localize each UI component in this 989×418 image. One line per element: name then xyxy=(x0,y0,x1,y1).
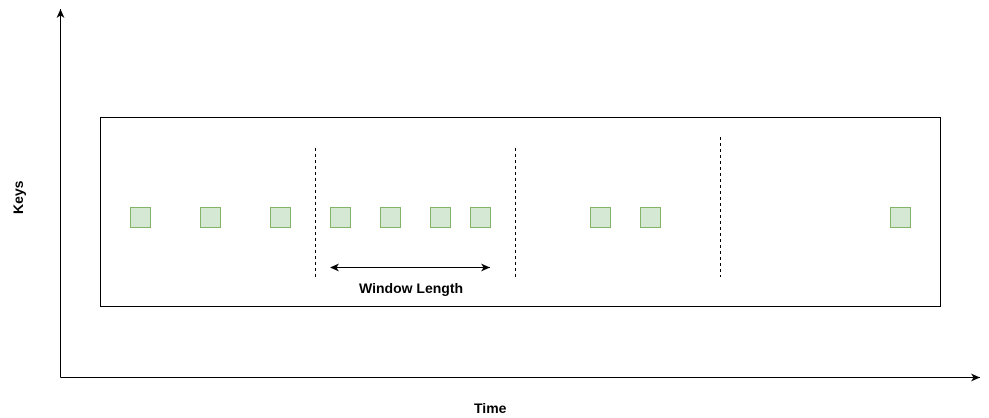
event-box xyxy=(130,207,151,228)
event-box xyxy=(430,207,451,228)
event-box xyxy=(640,207,661,228)
event-box xyxy=(270,207,291,228)
event-box xyxy=(330,207,351,228)
events-group xyxy=(130,207,911,228)
stream-container xyxy=(100,117,941,307)
event-box xyxy=(380,207,401,228)
event-box xyxy=(890,207,911,228)
event-box xyxy=(200,207,221,228)
window-length-label: Window Length xyxy=(359,280,464,296)
y-axis-label: Keys xyxy=(10,180,26,214)
x-axis-label: Time xyxy=(474,400,507,416)
event-box xyxy=(590,207,611,228)
event-box xyxy=(470,207,491,228)
